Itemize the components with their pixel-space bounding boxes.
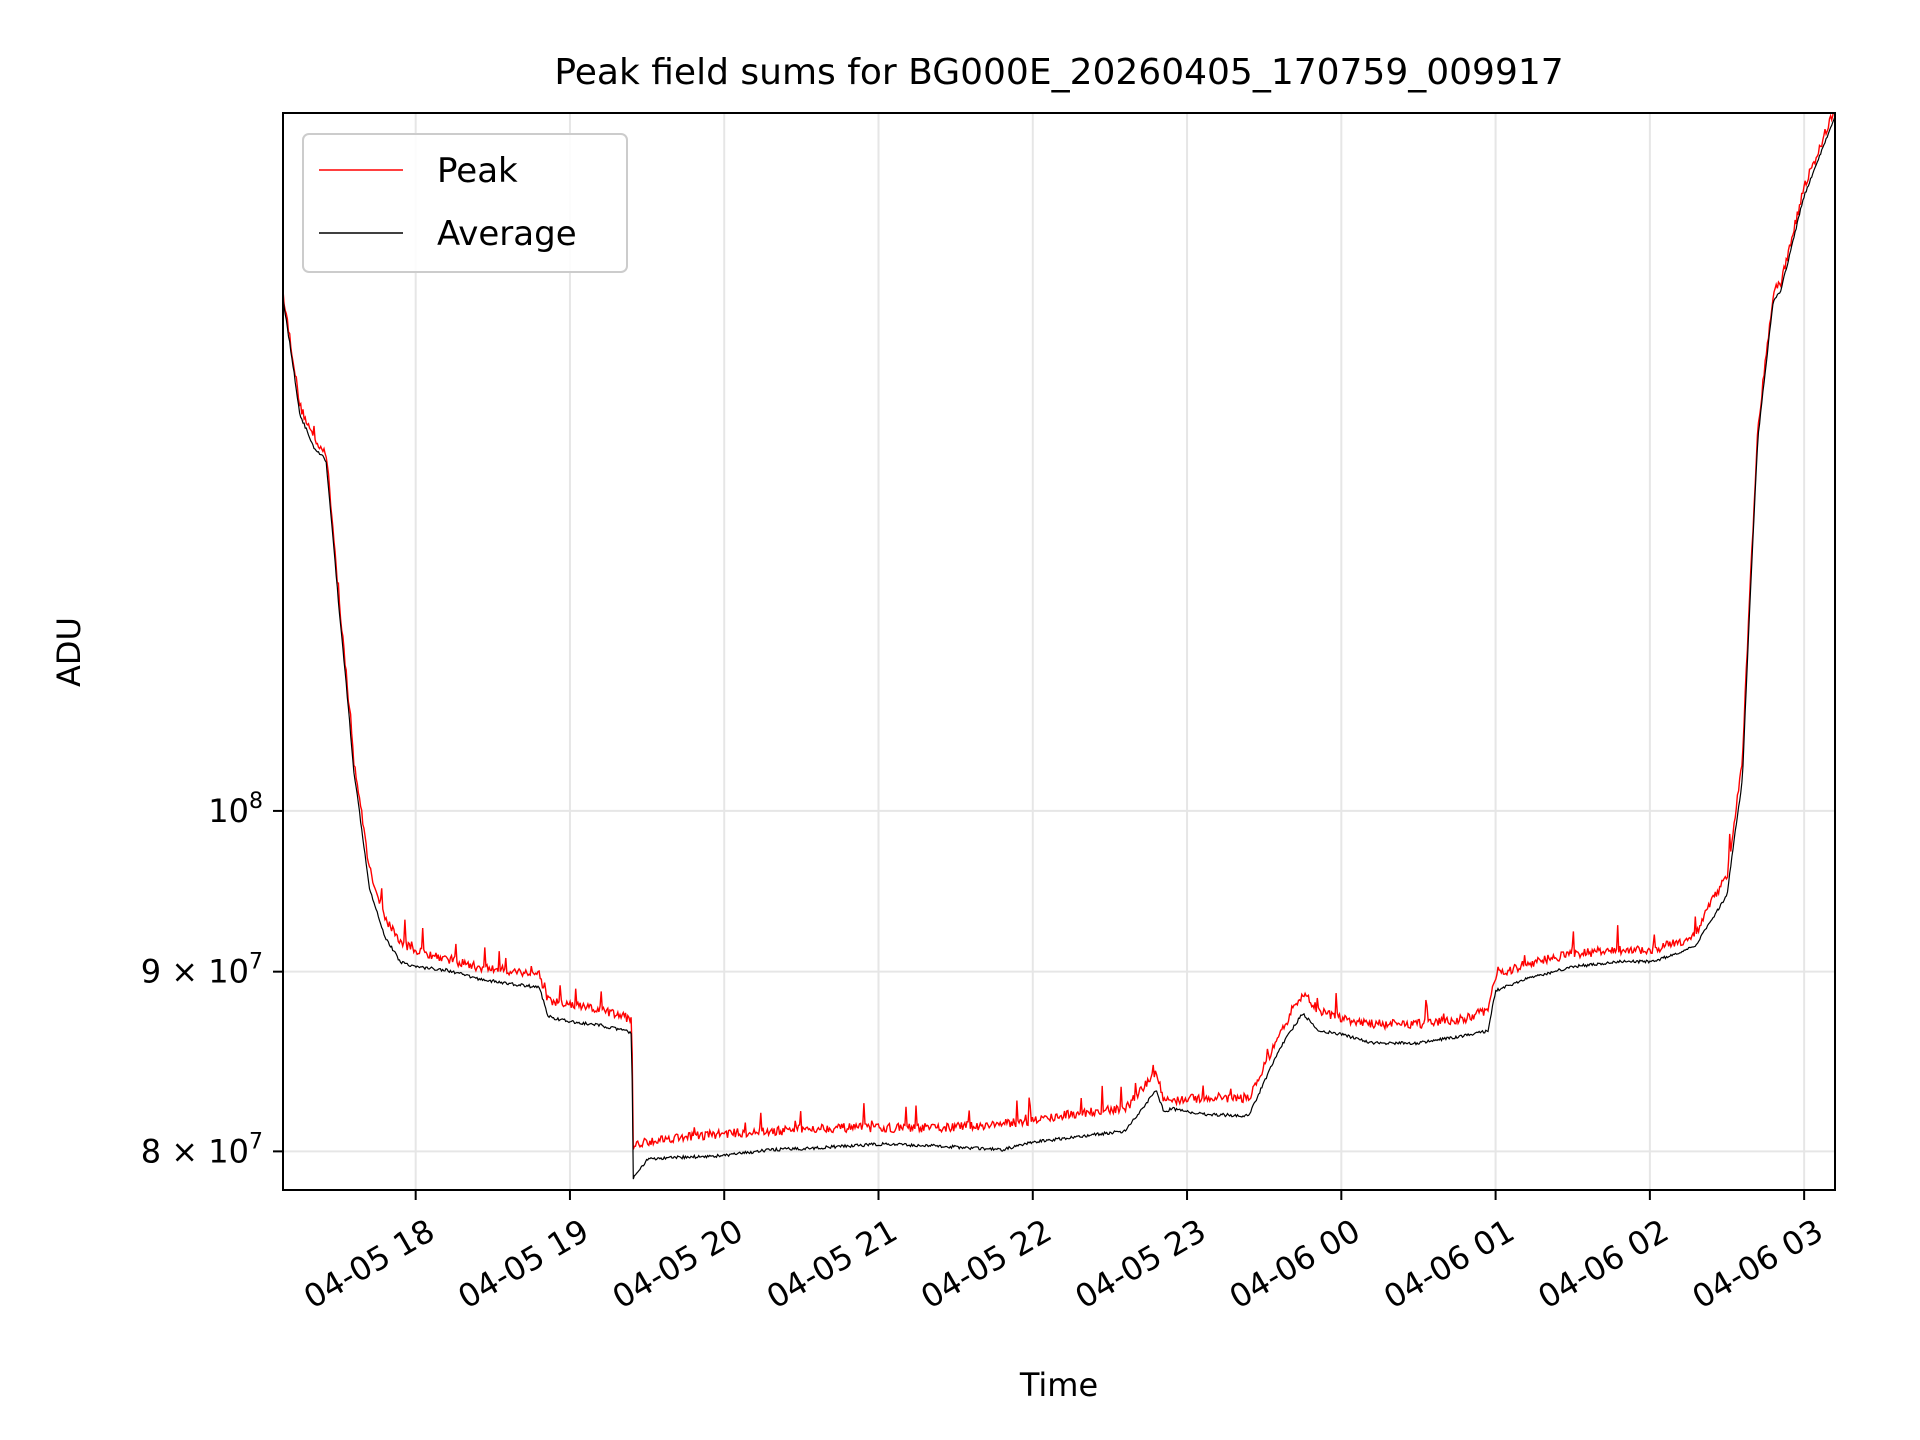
y-tick-exponent: 7: [249, 1129, 263, 1154]
y-tick-mantissa: 8 ×: [141, 1132, 209, 1170]
x-axis-label: Time: [1019, 1366, 1098, 1404]
grid-lines: [283, 113, 1835, 1190]
y-tick-mantissa: 9 ×: [141, 953, 209, 991]
y-tick-exponent: 7: [249, 950, 263, 975]
legend-label-peak: Peak: [437, 151, 518, 191]
y-tick-label: 8 × 107: [141, 1129, 263, 1170]
y-tick-mantissa: 10: [208, 792, 249, 830]
y-tick-label: 108: [208, 789, 263, 830]
legend: Peak Average: [302, 133, 628, 273]
series-group: [283, 113, 1835, 1180]
series-line-average: [283, 115, 1835, 1180]
y-tick-label: 9 × 107: [141, 950, 263, 991]
plot-frame: [282, 112, 1836, 1191]
legend-box: [302, 133, 628, 273]
y-axis-label: ADU: [50, 617, 88, 687]
series-line-peak: [283, 113, 1834, 1150]
y-tick-mantissa: 10: [208, 1132, 249, 1170]
chart-title: Peak field sums for BG000E_20260405_1707…: [554, 52, 1563, 93]
y-tick-mantissa: 10: [208, 953, 249, 991]
y-tick-exponent: 8: [249, 789, 263, 814]
legend-label-average: Average: [437, 214, 577, 254]
